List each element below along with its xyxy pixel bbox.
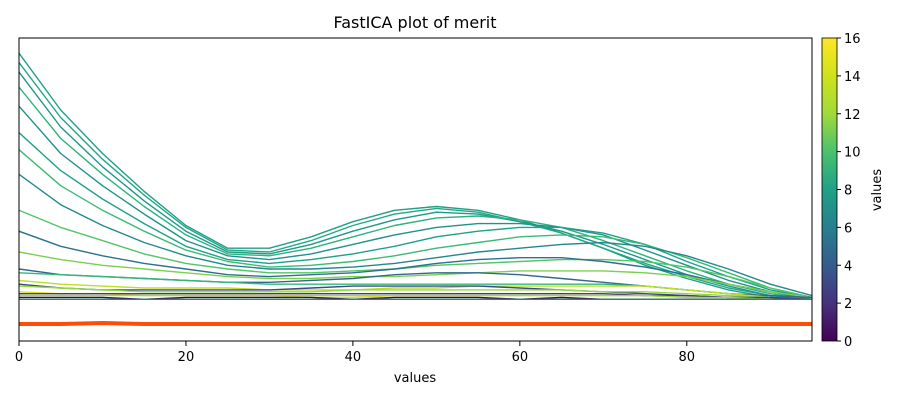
series-line-22 xyxy=(19,321,812,326)
x-tick-label: 60 xyxy=(512,350,529,365)
x-axis: 0 20 40 60 80 xyxy=(15,341,695,365)
series-line-14 xyxy=(19,279,812,300)
colorbar-label: values xyxy=(870,169,885,212)
series-line-18 xyxy=(19,293,812,300)
colorbar-tick-label: 4 xyxy=(844,259,852,274)
colorbar-tick-label: 12 xyxy=(844,108,861,123)
colorbar-tick-label: 8 xyxy=(844,184,852,199)
series-line-6 xyxy=(19,132,812,299)
x-tick-label: 20 xyxy=(178,350,195,365)
colorbar-tick-label: 10 xyxy=(844,146,861,161)
colorbar-tick-label: 16 xyxy=(844,32,861,47)
chart-title: FastICA plot of merit xyxy=(333,13,496,32)
series-line-4 xyxy=(19,86,812,300)
series-layer xyxy=(19,52,812,326)
series-line-10 xyxy=(19,230,812,299)
series-line-2 xyxy=(19,62,812,300)
colorbar-tick-label: 14 xyxy=(844,70,861,85)
colorbar-axis: 0 2 4 6 8 10 12 14 16 xyxy=(837,32,861,350)
series-line-11 xyxy=(19,251,812,299)
series-line-7 xyxy=(19,149,812,299)
colorbar-tick-label: 6 xyxy=(844,221,852,236)
colorbar-tick-label: 0 xyxy=(844,335,852,350)
series-line-9 xyxy=(19,209,812,299)
series-line-5 xyxy=(19,105,812,300)
series-line-8 xyxy=(19,173,812,297)
plot-frame xyxy=(18,37,813,342)
x-tick-label: 40 xyxy=(345,350,362,365)
x-axis-label: values xyxy=(394,371,437,386)
x-tick-label: 80 xyxy=(679,350,696,365)
x-tick-label: 0 xyxy=(15,350,23,365)
series-line-3 xyxy=(19,71,812,300)
colorbar-tick-label: 2 xyxy=(844,297,852,312)
series-line-19 xyxy=(19,294,812,300)
series-line-16 xyxy=(19,285,812,300)
colorbar xyxy=(821,37,838,342)
